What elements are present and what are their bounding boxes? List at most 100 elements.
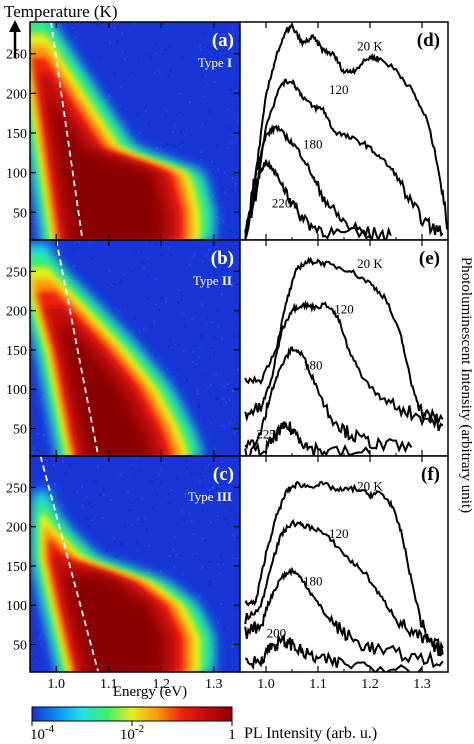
heatmap-noise <box>192 350 195 353</box>
heatmap-noise <box>91 547 93 549</box>
heatmap-noise <box>34 221 37 223</box>
heatmap-noise <box>113 537 116 540</box>
heatmap-noise <box>231 389 234 392</box>
heatmap-noise <box>209 273 212 276</box>
spectrum-temperature-label: 180 <box>303 358 323 373</box>
heatmap-noise <box>173 535 176 538</box>
heatmap-noise <box>223 627 226 630</box>
y-tick-label: 200 <box>6 305 27 320</box>
heatmap-noise <box>159 569 162 572</box>
heatmap-noise <box>231 646 234 649</box>
heatmap-noise <box>160 468 163 471</box>
heatmap-noise <box>188 417 191 420</box>
spectra-panel: 20 K 120 180 220 (d) <box>239 21 449 241</box>
heatmap-noise <box>230 188 233 191</box>
heatmap-noise <box>135 140 138 143</box>
heatmap-noise <box>201 74 204 77</box>
heatmap-noise <box>169 160 172 162</box>
heatmap-noise <box>222 477 224 480</box>
heatmap-noise <box>233 172 236 175</box>
heatmap-noise <box>169 338 172 341</box>
heatmap-noise <box>170 488 173 491</box>
heatmap-noise <box>90 505 93 508</box>
heatmap-noise <box>228 422 231 425</box>
heatmap-noise <box>236 415 239 418</box>
spectrum-line <box>244 159 371 240</box>
heatmap-noise <box>146 529 148 532</box>
spectra-body <box>240 22 448 240</box>
spectra-body <box>240 240 448 456</box>
heatmap-noise <box>138 330 141 333</box>
heatmap-noise <box>184 134 187 137</box>
heatmap-noise <box>215 206 218 209</box>
heatmap-noise <box>143 267 146 270</box>
heatmap-noise <box>204 539 207 542</box>
heatmap-noise <box>202 446 205 449</box>
spectra-panels: 20 K 120 180 220 (d) 20 K 120 180 225 (e) 20 K 120 1… <box>239 21 449 692</box>
spectrum-line <box>244 78 444 238</box>
colorbar-tick-label: 10-4 <box>30 723 55 743</box>
spectrum-temperature-label: 20 K <box>357 38 383 53</box>
heatmap-noise <box>235 609 238 612</box>
heatmap-noise <box>175 478 178 481</box>
heatmap-noise <box>108 270 111 273</box>
heatmap-noise <box>72 247 75 249</box>
spectrum-line <box>244 256 444 424</box>
heatmap-noise <box>215 216 218 219</box>
y-axis-title-group: Temperature (K) <box>4 2 118 58</box>
heatmap-noise <box>228 665 231 668</box>
heatmap-noise <box>211 61 214 64</box>
heatmap-noise <box>210 422 213 425</box>
heatmap-noise <box>154 303 157 306</box>
heatmap-noise <box>184 492 187 495</box>
heatmap-noise <box>30 516 33 519</box>
heatmap-noise <box>180 299 183 301</box>
spectrum-temperature-label: 120 <box>329 526 349 541</box>
heatmap-noise <box>39 635 42 638</box>
heatmap-noise <box>198 404 200 407</box>
heatmap-noise <box>153 72 156 75</box>
heatmap-noise <box>144 110 147 113</box>
heatmap-noise <box>191 532 194 535</box>
heatmap-noise <box>229 248 232 251</box>
heatmap-noise <box>86 495 89 498</box>
heatmap-noise <box>197 406 200 409</box>
heatmap-noise <box>210 521 213 524</box>
heatmap-noise <box>189 101 191 103</box>
y-tick-label: 50 <box>13 206 27 221</box>
heatmap-noise <box>231 27 234 30</box>
heatmap-noise <box>122 128 124 131</box>
heatmap-noise <box>221 493 224 496</box>
heatmap-noise <box>105 550 108 553</box>
heatmap-noise <box>236 283 239 286</box>
heatmap-noise <box>68 464 71 467</box>
heatmap-noise <box>167 246 170 249</box>
colorbar-title: PL Intensity (arb. u.) <box>244 725 377 742</box>
heatmap-noise <box>164 49 167 52</box>
heatmap-noise <box>212 171 215 174</box>
heatmap-noise <box>62 460 65 463</box>
heatmap-noise <box>151 324 153 327</box>
heatmap-noise <box>96 22 98 25</box>
heatmap-noise <box>201 336 204 339</box>
heatmap-noise <box>217 61 220 64</box>
heatmap-noise <box>135 457 138 460</box>
heatmap-noise <box>178 289 181 292</box>
heatmap-noise <box>183 326 186 329</box>
spectrum-line <box>244 22 448 240</box>
heatmap-noise <box>221 424 224 427</box>
heatmap-noise <box>36 368 39 371</box>
heatmap-noise <box>196 389 199 392</box>
heatmap-noise <box>127 491 130 494</box>
heatmap-noise <box>75 248 78 251</box>
heatmap-noise <box>186 380 189 383</box>
spectrum-line <box>244 518 444 653</box>
heatmap-noise <box>199 48 202 51</box>
heatmap-noise <box>167 75 170 78</box>
heatmap-panels: 50 100 150 200 250 (a) Type I 50 100 150 200 250 (b)… <box>6 21 241 692</box>
heatmap-noise <box>191 472 193 475</box>
heatmap-noise <box>147 297 149 300</box>
y-tick-label: 250 <box>6 481 27 496</box>
heatmap-noise <box>116 39 119 42</box>
heatmap-noise <box>176 393 179 396</box>
